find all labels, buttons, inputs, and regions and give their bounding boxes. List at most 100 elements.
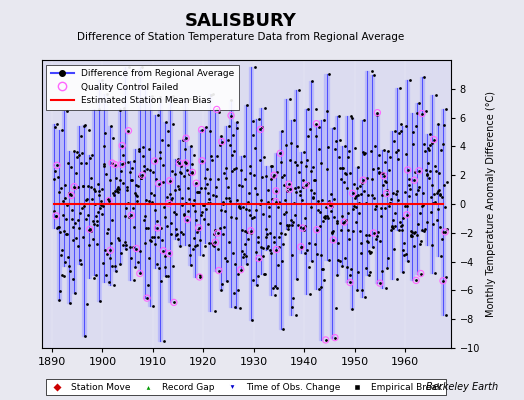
Point	[243, 261, 251, 268]
Point	[372, 236, 380, 243]
Point	[245, 190, 253, 196]
Point	[86, 184, 95, 191]
Point	[227, 112, 235, 119]
Point	[218, 281, 226, 288]
Point	[118, 142, 126, 149]
Point	[239, 153, 248, 159]
Point	[258, 174, 266, 180]
Point	[196, 212, 205, 218]
Point	[432, 216, 441, 223]
Point	[143, 295, 151, 301]
Point	[92, 272, 100, 278]
Point	[66, 191, 74, 197]
Point	[82, 216, 91, 222]
Point	[195, 274, 204, 280]
Point	[372, 202, 380, 209]
Point	[236, 305, 244, 311]
Point	[325, 71, 333, 78]
Point	[375, 152, 383, 158]
Point	[85, 226, 94, 232]
Point	[371, 143, 379, 149]
Point	[304, 240, 313, 246]
Point	[353, 185, 361, 192]
Point	[57, 185, 66, 191]
Point	[62, 216, 70, 222]
Point	[203, 221, 212, 228]
Point	[70, 148, 78, 154]
Point	[438, 194, 446, 200]
Point	[254, 239, 262, 245]
Point	[122, 205, 130, 211]
Point	[248, 277, 257, 284]
Point	[267, 250, 276, 256]
Point	[119, 152, 127, 159]
Point	[128, 204, 137, 211]
Point	[72, 235, 80, 241]
Point	[122, 246, 130, 252]
Point	[116, 261, 125, 267]
Point	[434, 206, 443, 212]
Point	[328, 230, 336, 236]
Point	[59, 212, 67, 218]
Point	[342, 171, 350, 177]
Point	[324, 214, 332, 221]
Point	[270, 172, 278, 178]
Point	[106, 177, 114, 183]
Point	[96, 298, 104, 304]
Point	[393, 187, 401, 194]
Point	[272, 169, 281, 175]
Point	[262, 225, 270, 232]
Point	[246, 170, 254, 176]
Point	[170, 299, 178, 306]
Point	[376, 238, 385, 244]
Point	[390, 210, 399, 217]
Point	[61, 182, 70, 188]
Point	[405, 192, 413, 199]
Point	[51, 168, 59, 174]
Point	[125, 64, 134, 70]
Point	[358, 149, 367, 155]
Point	[340, 219, 348, 225]
Point	[376, 280, 384, 286]
Point	[185, 242, 194, 248]
Point	[111, 188, 119, 194]
Point	[169, 263, 177, 270]
Point	[363, 175, 371, 181]
Point	[282, 188, 291, 194]
Point	[291, 159, 300, 165]
Point	[127, 212, 136, 218]
Point	[274, 204, 282, 210]
Point	[208, 157, 216, 163]
Point	[304, 106, 313, 113]
Point	[211, 239, 220, 246]
Point	[93, 218, 101, 224]
Point	[294, 222, 302, 228]
Point	[403, 203, 411, 210]
Point	[136, 270, 144, 277]
Point	[108, 160, 116, 166]
Point	[317, 284, 325, 291]
Point	[360, 151, 368, 158]
Point	[408, 229, 416, 235]
Point	[124, 159, 132, 166]
Point	[316, 252, 325, 258]
Point	[321, 213, 329, 220]
Point	[222, 175, 230, 181]
Point	[419, 202, 428, 208]
Point	[230, 166, 238, 173]
Point	[355, 200, 364, 206]
Point	[410, 177, 419, 184]
Point	[101, 130, 110, 136]
Point	[151, 241, 159, 247]
Point	[130, 223, 138, 230]
Point	[112, 267, 120, 274]
Point	[201, 242, 209, 249]
Point	[308, 258, 316, 264]
Point	[383, 265, 391, 272]
Point	[290, 200, 298, 206]
Point	[394, 147, 402, 154]
Point	[141, 213, 149, 219]
Point	[88, 196, 96, 202]
Point	[81, 122, 89, 128]
Point	[123, 187, 132, 193]
